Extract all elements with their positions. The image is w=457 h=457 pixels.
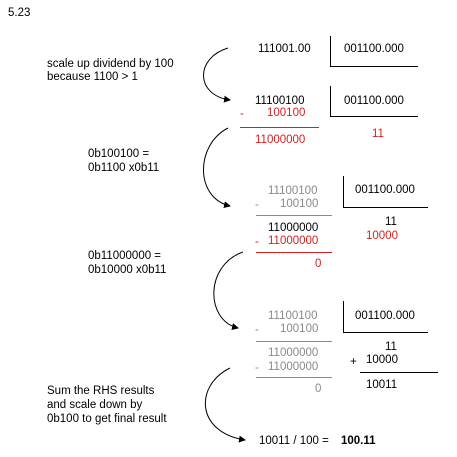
- block3-remainder1: 11000000: [268, 347, 319, 359]
- block3-subtract2: 11000000: [268, 361, 319, 373]
- block2-subtract1: 100100: [280, 198, 319, 210]
- block0-division-bar-horizontal: [330, 66, 418, 67]
- block3-divisor: 001100.000: [355, 310, 415, 322]
- problem-number: 5.23: [8, 7, 31, 19]
- block3-dividend: 11100100: [268, 310, 318, 322]
- block2-dividend: 11100100: [268, 185, 318, 197]
- block3-minus2: -: [255, 362, 259, 374]
- block1-quotient: 11: [372, 128, 384, 140]
- block3-sum: 10011: [366, 379, 398, 391]
- block3-subtract1: 100100: [280, 323, 319, 335]
- block2-division-bar-vertical: [343, 176, 344, 207]
- block2-division-bar-horizontal: [343, 207, 428, 208]
- block0-divisor: 001100.000: [344, 43, 404, 55]
- block2-subtract1-line: [256, 215, 332, 216]
- arrow-final: [205, 367, 246, 443]
- block2-divisor: 001100.000: [355, 184, 415, 196]
- block3-subtract1-line: [256, 341, 332, 342]
- block2-minus2: -: [255, 236, 259, 248]
- block1-dividend: 11100100: [255, 95, 305, 107]
- arrow-step2: [213, 251, 244, 330]
- block1-subtract-line: [240, 127, 319, 128]
- block3-plus: +: [350, 356, 357, 368]
- block1-division-bar-horizontal: [330, 116, 418, 117]
- block1-subtract: 100100: [267, 107, 306, 119]
- block2-remainder1: 11000000: [268, 222, 319, 234]
- arrow-step1: [203, 127, 231, 209]
- block1-divisor: 001100.000: [344, 95, 404, 107]
- note-final: Sum the RHS results and scale down by 0b…: [47, 385, 167, 425]
- block2-subtract2-line: [256, 252, 332, 253]
- block1-division-bar-vertical: [330, 86, 331, 116]
- block3-sum-line: [360, 372, 438, 373]
- note-step1: 0b100100 = 0b1100 x0b11: [88, 148, 160, 174]
- block2-minus1: -: [255, 199, 259, 211]
- result-expression: 10011 / 100 =: [259, 435, 333, 447]
- note-step2: 0b11000000 = 0b10000 x0b11: [88, 250, 167, 276]
- note-scale-up: scale up dividend by 100 because 1100 > …: [47, 58, 174, 83]
- block3-remainder2: 0: [315, 383, 322, 395]
- block3-quotient2: 10000: [366, 354, 398, 366]
- arrow-scale-up: [203, 47, 231, 103]
- block3-quotient1: 11: [385, 341, 397, 353]
- block1-remainder: 11000000: [255, 134, 306, 146]
- block2-quotient1: 11: [385, 216, 397, 228]
- block3-subtract2-line: [256, 377, 332, 378]
- block3-division-bar-horizontal: [343, 332, 428, 333]
- block0-dividend: 111001.00: [258, 43, 311, 55]
- block2-remainder2: 0: [315, 258, 322, 270]
- block2-subtract2: 11000000: [268, 235, 319, 247]
- result-value: 100.11: [341, 435, 376, 447]
- block3-division-bar-vertical: [343, 301, 344, 332]
- block2-quotient2: 10000: [366, 230, 398, 242]
- block0-division-bar-vertical: [330, 36, 331, 66]
- block1-minus: -: [240, 108, 244, 120]
- block3-minus1: -: [255, 324, 259, 336]
